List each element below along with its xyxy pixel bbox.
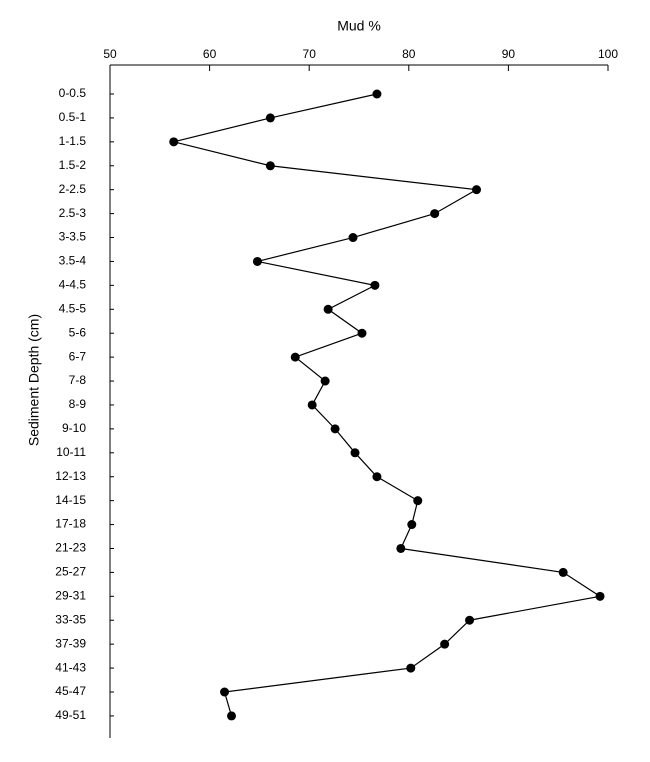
data-point [413,496,423,506]
y-tick-label: 9-10 [62,421,86,435]
data-point [227,711,237,721]
y-tick-label: 41-43 [55,660,86,674]
y-tick-label: 3-3.5 [59,230,87,244]
y-tick-label: 0-0.5 [59,86,87,100]
x-axis-title: Mud % [337,18,381,34]
y-tick-label: 4.5-5 [59,301,87,315]
data-point [595,591,605,601]
data-point [330,424,340,434]
data-point [350,448,360,458]
data-point [396,543,406,553]
data-point [407,520,417,530]
y-tick-label: 2-2.5 [59,182,87,196]
data-point [372,89,382,99]
y-axis-title: Sediment Depth (cm) [26,314,42,446]
data-point [370,280,380,290]
y-tick-label: 10-11 [56,445,86,459]
data-point [372,472,382,482]
data-point [320,376,330,386]
y-tick-label: 17-18 [55,517,86,531]
data-point [290,352,300,362]
data-point [357,328,367,338]
data-point [406,663,416,673]
y-tick-label: 1-1.5 [59,134,87,148]
y-tick-label: 4-4.5 [59,278,87,292]
y-tick-label: 21-23 [55,541,86,555]
data-point [307,400,317,410]
y-tick-label: 3.5-4 [59,254,87,268]
data-point [558,567,568,577]
y-tick-label: 33-35 [55,612,86,626]
y-tick-label: 1.5-2 [59,158,87,172]
data-point [465,615,475,625]
data-point [252,256,262,266]
x-tick-label: 60 [203,47,217,61]
data-point [430,209,440,219]
y-tick-label: 12-13 [55,469,86,483]
y-tick-label: 45-47 [55,684,86,698]
data-point [265,161,275,171]
data-point [323,304,333,314]
y-tick-label: 37-39 [55,636,86,650]
y-tick-label: 6-7 [69,349,87,363]
data-point [348,233,358,243]
data-point [472,185,482,195]
y-tick-label: 14-15 [55,493,86,507]
x-tick-label: 50 [103,47,117,61]
y-tick-label: 7-8 [69,373,87,387]
y-tick-label: 25-27 [55,565,86,579]
data-point [265,113,275,123]
data-line [173,93,602,717]
data-point [169,137,179,147]
y-tick-label: 49-51 [55,708,86,722]
data-point [440,639,450,649]
x-tick-label: 100 [598,47,618,61]
y-tick-label: 29-31 [55,588,86,602]
x-tick-label: 80 [402,47,416,61]
data-point [220,687,230,697]
y-tick-label: 0.5-1 [59,110,87,124]
y-tick-label: 2.5-3 [59,206,87,220]
y-tick-label: 5-6 [69,325,87,339]
x-tick-label: 90 [502,47,516,61]
y-tick-label: 8-9 [69,397,87,411]
x-tick-label: 70 [303,47,317,61]
